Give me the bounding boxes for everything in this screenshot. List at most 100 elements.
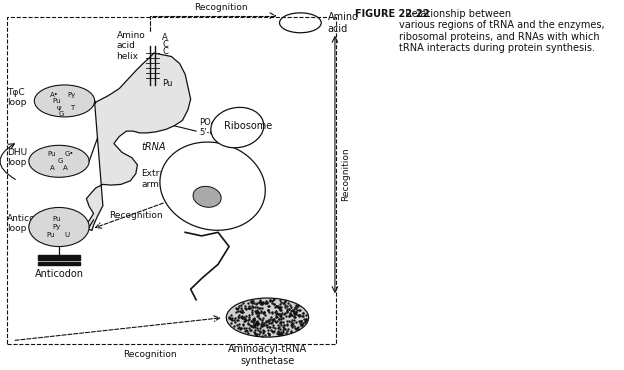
Point: [230, 319, 240, 325]
Point: [253, 327, 263, 333]
Point: [241, 328, 251, 334]
Point: [271, 313, 281, 319]
Point: [295, 312, 305, 318]
Point: [283, 300, 293, 306]
Point: [247, 309, 257, 315]
Point: [249, 322, 259, 328]
Point: [293, 303, 303, 309]
Text: Pu: Pu: [47, 232, 55, 238]
Point: [270, 301, 280, 307]
Point: [282, 328, 292, 334]
Point: [281, 322, 291, 327]
Point: [251, 320, 261, 326]
Point: [274, 331, 284, 337]
Ellipse shape: [160, 142, 265, 230]
Point: [227, 317, 236, 323]
Point: [255, 325, 265, 331]
Point: [244, 325, 254, 331]
Point: [296, 322, 306, 328]
Point: [280, 310, 290, 316]
Point: [238, 322, 248, 327]
Bar: [38, 255, 80, 260]
Point: [263, 299, 273, 305]
Point: [233, 308, 243, 314]
Point: [286, 308, 296, 314]
Point: [251, 302, 261, 307]
Point: [267, 319, 277, 325]
Point: [243, 317, 253, 323]
Point: [292, 326, 302, 332]
Text: G: G: [59, 111, 64, 117]
Point: [276, 299, 286, 305]
Point: [254, 316, 264, 322]
Point: [298, 310, 308, 316]
Point: [286, 329, 296, 334]
Point: [297, 321, 307, 327]
Text: ψ: ψ: [57, 105, 62, 111]
Ellipse shape: [227, 298, 309, 337]
Point: [301, 317, 311, 323]
Point: [280, 299, 290, 305]
Point: [226, 312, 236, 317]
Point: [276, 322, 286, 328]
Text: Recognition: Recognition: [194, 3, 248, 12]
Point: [260, 309, 270, 315]
Text: Aminoacyl-tRNA
synthetase: Aminoacyl-tRNA synthetase: [228, 344, 307, 366]
Point: [252, 322, 262, 328]
Point: [289, 306, 299, 312]
Point: [273, 303, 283, 309]
Point: [276, 319, 286, 325]
Point: [275, 304, 285, 310]
Point: [225, 315, 235, 321]
Point: [255, 300, 265, 306]
Point: [262, 300, 272, 306]
Point: [233, 312, 243, 317]
Point: [278, 322, 288, 328]
Point: [265, 324, 275, 330]
Point: [257, 317, 267, 323]
Point: [243, 321, 253, 327]
Point: [270, 309, 280, 315]
Point: [236, 325, 246, 331]
Point: [252, 307, 262, 313]
Point: [241, 306, 251, 312]
Point: [234, 321, 244, 327]
Point: [252, 313, 262, 319]
Point: [249, 317, 259, 323]
Point: [252, 319, 262, 324]
Point: [254, 332, 264, 337]
Point: [294, 318, 304, 324]
Point: [250, 307, 260, 313]
Point: [250, 332, 260, 337]
Text: Relationship between
various regions of tRNA and the enzymes,
ribosomal proteins: Relationship between various regions of …: [399, 9, 605, 53]
Point: [275, 301, 285, 307]
Point: [291, 309, 301, 315]
Point: [286, 319, 296, 325]
Point: [273, 304, 283, 310]
Point: [244, 305, 254, 311]
Point: [257, 333, 267, 339]
Point: [256, 301, 266, 307]
Point: [267, 309, 277, 315]
Point: [245, 327, 255, 333]
Point: [258, 329, 268, 335]
Point: [229, 323, 239, 329]
Point: [233, 314, 243, 320]
Point: [243, 312, 253, 318]
Point: [268, 322, 278, 328]
Point: [286, 322, 296, 327]
Point: [289, 313, 299, 319]
Point: [230, 315, 240, 321]
Point: [283, 326, 293, 332]
Point: [235, 326, 245, 332]
Point: [255, 329, 265, 335]
Text: A•: A•: [51, 91, 59, 98]
Point: [236, 309, 246, 314]
Point: [226, 316, 236, 322]
Point: [264, 309, 274, 315]
Point: [295, 320, 305, 326]
Point: [280, 302, 290, 307]
Point: [250, 327, 260, 333]
Point: [262, 324, 272, 330]
Bar: [7, 17, 336, 344]
